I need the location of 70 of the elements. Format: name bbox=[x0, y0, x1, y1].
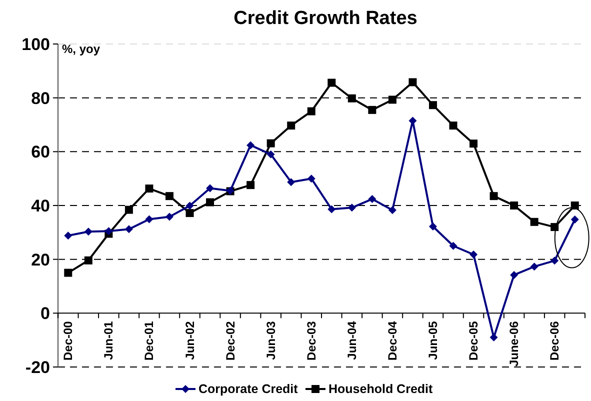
x-tick-label: Dec-00 bbox=[61, 320, 76, 361]
x-tick-label: Dec-02 bbox=[223, 320, 238, 361]
point bbox=[530, 218, 538, 226]
point bbox=[530, 262, 538, 271]
point bbox=[449, 242, 458, 250]
point bbox=[165, 212, 174, 221]
point bbox=[490, 333, 498, 342]
point bbox=[165, 192, 174, 200]
x-tick-label: Dec-01 bbox=[142, 320, 156, 361]
point bbox=[246, 181, 255, 190]
point bbox=[124, 206, 133, 214]
point bbox=[145, 184, 154, 193]
x-tick-label: Jun-05 bbox=[426, 320, 440, 360]
y-axis-title: %, yoy bbox=[62, 42, 100, 56]
point bbox=[428, 101, 437, 110]
point bbox=[348, 204, 356, 212]
x-tick-label: Dec-03 bbox=[304, 320, 318, 361]
point bbox=[388, 206, 396, 214]
x-tick-label: Jun-04 bbox=[344, 320, 359, 360]
point bbox=[510, 202, 518, 210]
point bbox=[266, 139, 275, 148]
point bbox=[307, 174, 316, 183]
y-tick-label: 80 bbox=[31, 88, 50, 108]
x-tick-label: Dec-04 bbox=[385, 320, 400, 361]
y-tick-label: 40 bbox=[31, 196, 50, 216]
chart-title: Credit Growth Rates bbox=[234, 8, 418, 29]
point bbox=[449, 122, 458, 130]
legend-label: Household Credit bbox=[328, 382, 434, 396]
point bbox=[428, 222, 437, 230]
point bbox=[266, 150, 275, 158]
point bbox=[368, 106, 376, 114]
x-tick-label: Jun-03 bbox=[264, 320, 278, 360]
point bbox=[186, 209, 194, 218]
point bbox=[470, 140, 478, 148]
point bbox=[64, 232, 72, 240]
point bbox=[64, 268, 72, 277]
point bbox=[124, 225, 133, 234]
y-tick-label: 0 bbox=[40, 304, 50, 324]
point bbox=[510, 270, 518, 279]
point bbox=[287, 178, 296, 186]
point bbox=[84, 228, 92, 236]
point bbox=[550, 256, 559, 265]
y-tick-label: 60 bbox=[31, 142, 50, 162]
legend-label: Corporate Credit bbox=[198, 382, 299, 396]
point bbox=[84, 256, 92, 264]
x-tick-label: Jun-01 bbox=[102, 320, 116, 360]
point bbox=[287, 122, 296, 130]
point bbox=[206, 198, 214, 206]
point bbox=[368, 195, 376, 204]
point bbox=[145, 215, 154, 224]
point bbox=[206, 184, 214, 192]
point bbox=[470, 250, 478, 258]
point bbox=[104, 227, 113, 236]
y-tick-label: -20 bbox=[25, 358, 50, 377]
point bbox=[328, 78, 336, 87]
point bbox=[408, 78, 417, 86]
y-tick-label: 20 bbox=[31, 250, 50, 270]
x-tick-label: Dec-06 bbox=[548, 320, 562, 361]
point bbox=[307, 107, 316, 116]
y-tick-label: 100 bbox=[22, 34, 50, 54]
x-tick-label: Dec-05 bbox=[466, 320, 481, 361]
point bbox=[388, 96, 396, 104]
x-tick-label: June-06 bbox=[507, 320, 522, 367]
point bbox=[328, 205, 336, 214]
point bbox=[348, 94, 356, 102]
x-tick-label: Jun-02 bbox=[182, 320, 197, 360]
point bbox=[490, 192, 498, 200]
point bbox=[570, 215, 579, 224]
point bbox=[186, 202, 194, 210]
point bbox=[246, 141, 255, 150]
